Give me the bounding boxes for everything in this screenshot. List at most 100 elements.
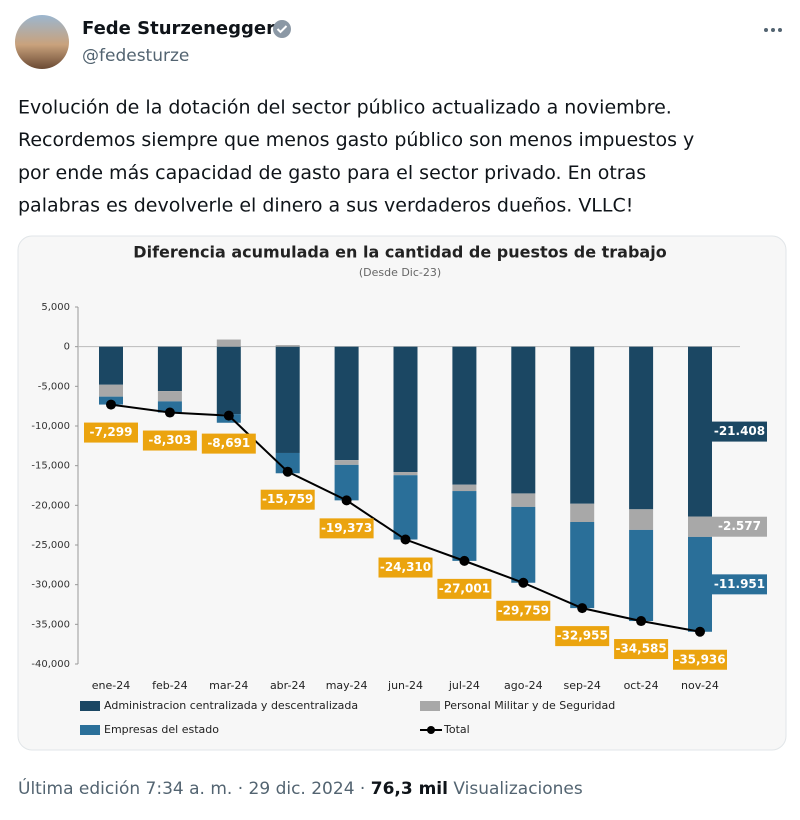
legend-label: Personal Militar y de Seguridad: [444, 699, 615, 712]
total-label: -24,310: [380, 560, 431, 574]
legend-label: Total: [443, 723, 470, 736]
total-label: -32,955: [557, 629, 608, 643]
x-tick-label: feb-24: [152, 679, 188, 692]
x-tick-label: jul-24: [448, 679, 480, 692]
legend-swatch: [80, 701, 100, 711]
x-tick-label: mar-24: [209, 679, 248, 692]
tweet-text-line: palabras es devolverle el dinero a sus v…: [18, 195, 633, 217]
total-point: [341, 495, 352, 506]
total-label-bg: [142, 430, 197, 451]
total-point: [106, 399, 116, 410]
bar-segment: [275, 346, 300, 453]
bar-segment: [629, 509, 654, 530]
total-label-bg: [496, 600, 551, 621]
bar-segment: [629, 529, 654, 622]
y-tick-label: -20,000: [31, 500, 70, 511]
total-label: -35,936: [674, 652, 725, 666]
total-label: -15,759: [262, 492, 313, 506]
value-label-bg: [712, 516, 767, 537]
bar-segment: [452, 491, 477, 561]
bar-segment: [334, 460, 359, 465]
value-label: -2.577: [718, 519, 761, 533]
total-label-bg: [555, 626, 610, 647]
x-tick-label: sep-24: [563, 679, 600, 692]
views-count: 76,3 mil: [371, 779, 448, 799]
x-tick-label: ene-24: [92, 679, 130, 692]
author-name[interactable]: Fede Sturzenegger: [82, 18, 275, 39]
bar-segment: [452, 346, 477, 485]
total-label-bg: [378, 557, 433, 578]
y-tick-label: -30,000: [31, 580, 70, 591]
chart-subtitle: (Desde Dic-23): [359, 266, 441, 279]
x-tick-label: abr-24: [270, 679, 306, 692]
legend-label: Empresas del estado: [104, 723, 219, 736]
y-tick-label: -25,000: [31, 540, 70, 551]
total-label: -29,759: [498, 603, 549, 617]
total-label-bg: [260, 489, 315, 510]
more-menu[interactable]: [764, 28, 782, 32]
edited-time: Última edición 7:34 a. m. · 29 dic. 2024…: [18, 777, 365, 799]
total-label-bg: [84, 422, 138, 443]
legend-swatch: [420, 701, 440, 711]
total-point: [695, 626, 705, 637]
total-point: [518, 577, 529, 588]
y-tick-label: -15,000: [31, 461, 70, 472]
total-label: -19,373: [321, 521, 372, 535]
legend-dot: [427, 726, 435, 734]
y-tick-label: -5,000: [38, 381, 70, 392]
total-point: [164, 407, 175, 418]
bar-segment: [570, 346, 595, 504]
total-point: [577, 603, 588, 614]
bar-segment: [99, 384, 123, 397]
bar-segment: [99, 346, 123, 385]
bar-segment: [334, 346, 359, 461]
tweet-text-line: por ende más capacidad de gasto para el …: [18, 162, 646, 184]
views-label: Visualizaciones: [453, 779, 583, 799]
x-tick-label: oct-24: [624, 679, 659, 692]
bar-segment: [393, 475, 418, 540]
total-label-bg: [201, 433, 256, 454]
bar-segment: [157, 346, 182, 392]
value-label: -11.951: [714, 577, 765, 591]
author-handle[interactable]: @fedesturze: [82, 46, 189, 66]
tweet-text-line: Evolución de la dotación del sector públ…: [18, 97, 672, 119]
avatar[interactable]: [15, 15, 69, 69]
bar-segment: [629, 346, 654, 510]
total-label: -8,303: [148, 433, 191, 447]
total-label: -27,001: [439, 581, 490, 595]
bar-segment: [452, 484, 477, 492]
value-label-bg: [712, 421, 767, 442]
total-point: [282, 466, 293, 477]
bar-segment: [570, 521, 595, 609]
value-label: -21.408: [714, 424, 765, 438]
total-label: -8,691: [207, 436, 250, 450]
bar-segment: [511, 506, 536, 583]
legend-label: Administracion centralizada y descentral…: [104, 699, 358, 712]
bar-segment: [334, 464, 359, 501]
total-point: [636, 616, 647, 627]
bar-segment: [511, 346, 536, 494]
bar-segment: [157, 401, 182, 413]
footer: Última edición 7:34 a. m. · 29 dic. 2024…: [18, 777, 583, 799]
verified-badge: [273, 20, 291, 38]
bar-segment: [275, 345, 300, 347]
total-label-bg: [614, 639, 669, 660]
bar-segment: [216, 346, 241, 415]
bar-segment: [393, 472, 418, 476]
y-tick-label: 5,000: [41, 302, 70, 313]
total-label-bg: [673, 649, 727, 670]
y-tick-label: -10,000: [31, 421, 70, 432]
bar-segment: [157, 391, 182, 402]
y-tick-label: -40,000: [31, 659, 70, 670]
total-point: [400, 534, 411, 545]
y-tick-label: 0: [64, 342, 70, 353]
y-tick-label: -35,000: [31, 619, 70, 630]
total-label-bg: [437, 578, 492, 599]
bar-segment: [393, 346, 418, 473]
bar-segment: [688, 536, 712, 632]
bar-segment: [275, 452, 300, 474]
legend-swatch: [80, 725, 100, 735]
x-tick-label: ago-24: [504, 679, 543, 692]
x-tick-label: nov-24: [681, 679, 719, 692]
